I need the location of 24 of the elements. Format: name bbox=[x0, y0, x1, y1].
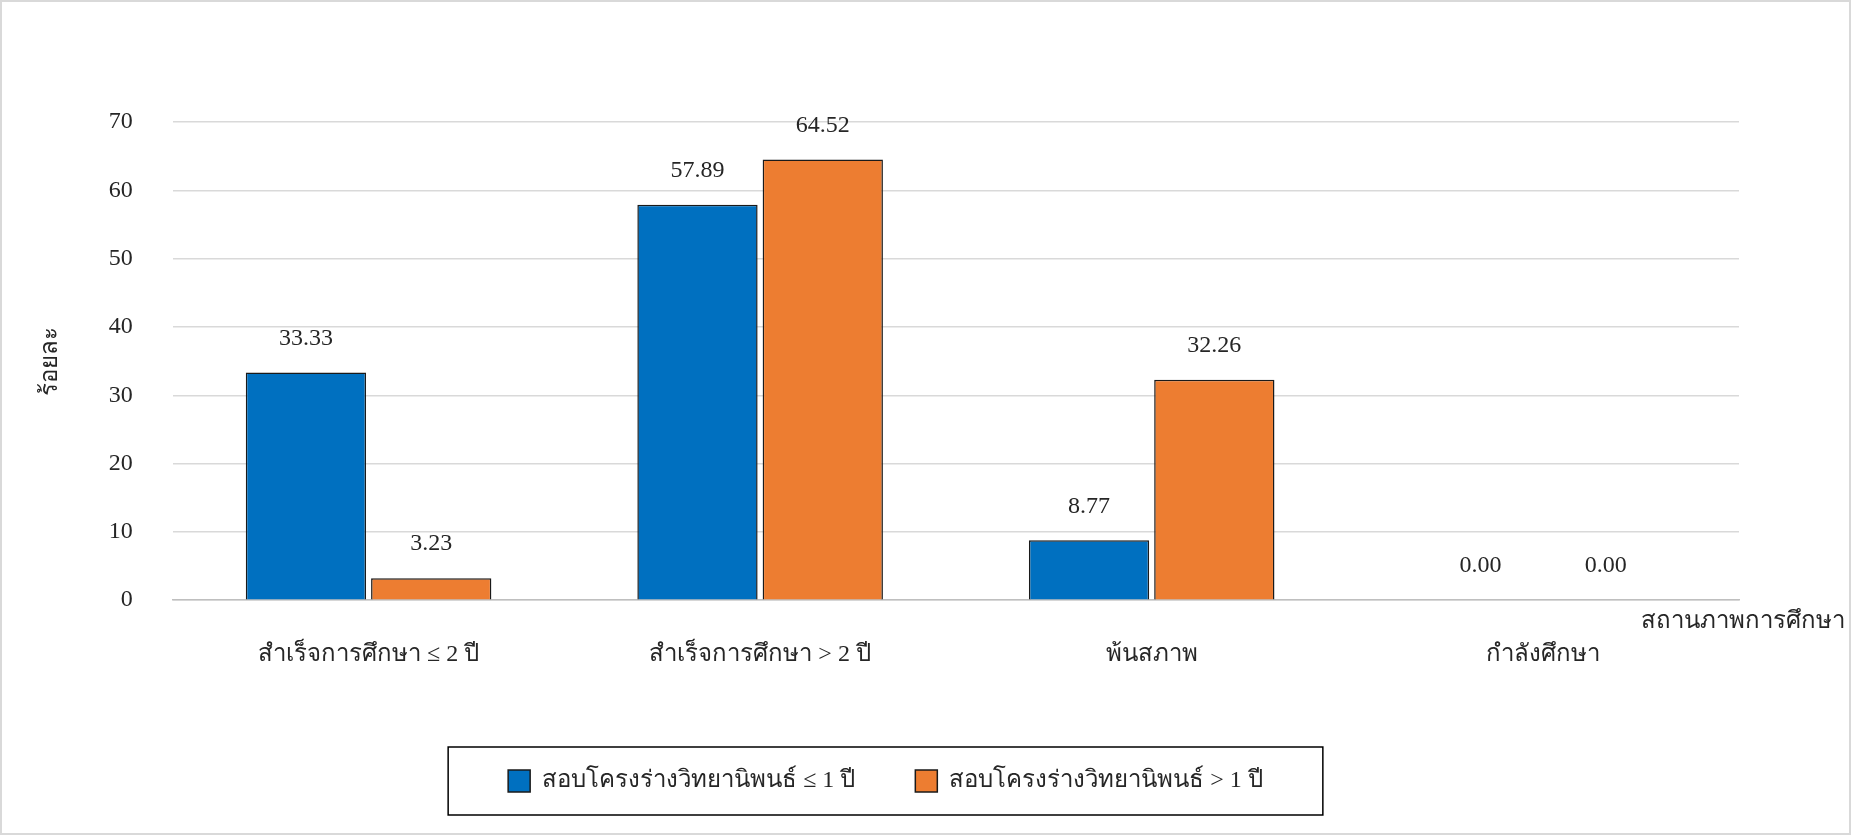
y-tick-label: 60 bbox=[108, 175, 133, 202]
x-tick-label: สำเร็จการศึกษา ≤ 2 ปี bbox=[257, 637, 480, 666]
text: 8.77 bbox=[1068, 491, 1111, 518]
x-tick-label: กำลังศึกษา bbox=[1486, 639, 1601, 666]
y-tick-label: 40 bbox=[108, 312, 133, 339]
y-tick-label: 0 bbox=[120, 585, 133, 612]
text: 0.00 bbox=[1584, 551, 1627, 578]
text: 57.89 bbox=[670, 156, 725, 183]
text: 33.33 bbox=[278, 323, 333, 350]
legend-label: สอบโครงร่างวิทยานิพนธ์ > 1 ปี bbox=[949, 765, 1263, 793]
y-tick-label: 20 bbox=[108, 448, 133, 475]
x-tick-label: พ้นสภาพ bbox=[1105, 639, 1198, 666]
y-tick-label: 50 bbox=[108, 243, 133, 270]
legend-label: สอบโครงร่างวิทยานิพนธ์ ≤ 1 ปี bbox=[542, 765, 856, 793]
y-axis-title: ร้อยละ bbox=[35, 326, 62, 396]
x-axis-title: สถานภาพการศึกษา bbox=[1641, 607, 1845, 634]
text: 3.23 bbox=[410, 529, 453, 556]
text: 64.52 bbox=[795, 110, 850, 137]
x-tick-label: สำเร็จการศึกษา > 2 ปี bbox=[649, 637, 871, 666]
text: 32.26 bbox=[1187, 331, 1242, 358]
y-tick-label: 10 bbox=[108, 517, 133, 544]
y-tick-label: 30 bbox=[108, 380, 133, 407]
text: 0.00 bbox=[1459, 551, 1502, 578]
y-tick-label: 70 bbox=[108, 107, 133, 134]
